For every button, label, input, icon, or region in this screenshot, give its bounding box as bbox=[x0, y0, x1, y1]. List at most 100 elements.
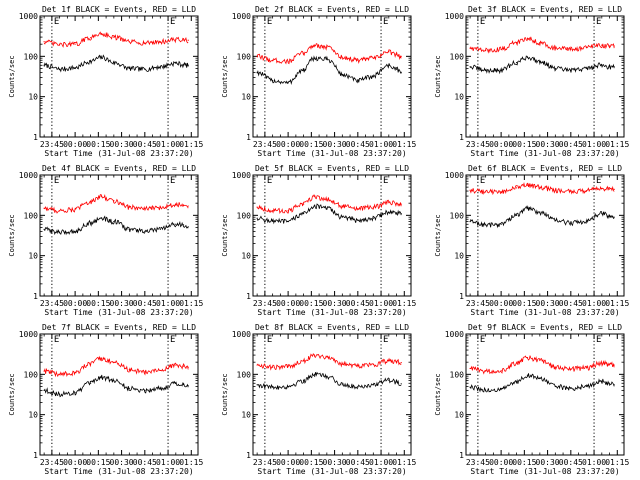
chart-panel: Det 6f BLACK = Events, RED = LLD Counts/s… bbox=[434, 164, 630, 317]
chart-title: Det 7f BLACK = Events, RED = LLD bbox=[42, 323, 196, 332]
events-series-line bbox=[256, 203, 402, 225]
x-tick-label: 23:45 bbox=[253, 458, 277, 467]
lld-data-point bbox=[113, 361, 115, 363]
events-data-point bbox=[585, 220, 587, 222]
events-data-point bbox=[128, 67, 130, 70]
chart-title: Det 3f BLACK = Events, RED = LLD bbox=[468, 5, 622, 14]
plot-frame bbox=[252, 333, 412, 456]
lld-data-point bbox=[485, 191, 487, 193]
x-tick-label: 01:00 bbox=[582, 140, 606, 149]
chart-panel: Det 5f BLACK = Events, RED = LLD Counts/s… bbox=[221, 164, 417, 317]
x-tick-label: 01:00 bbox=[369, 140, 393, 149]
lld-data-point bbox=[74, 43, 76, 45]
y-tick-label: 1 bbox=[459, 133, 464, 142]
lld-data-point bbox=[90, 200, 92, 203]
x-axis-label: Start Time (31-Jul-08 23:37:20) bbox=[44, 308, 193, 317]
x-tick-label: 00:15 bbox=[86, 140, 110, 149]
x-tick-label: 00:00 bbox=[276, 299, 300, 308]
events-data-point bbox=[303, 69, 305, 71]
lld-data-point bbox=[100, 357, 103, 359]
x-tick-label: 00:15 bbox=[299, 458, 323, 467]
y-tick-label: 100 bbox=[450, 52, 465, 61]
lld-data-point bbox=[287, 210, 289, 212]
y-tick-label: 1000 bbox=[232, 330, 251, 339]
events-series-line bbox=[257, 371, 402, 391]
events-data-point bbox=[59, 68, 61, 70]
events-data-point bbox=[500, 388, 502, 391]
events-data-point bbox=[516, 381, 518, 383]
events-data-point bbox=[182, 224, 185, 226]
lld-data-point bbox=[128, 206, 130, 208]
x-tick-label: 01:15 bbox=[392, 299, 416, 308]
events-data-point bbox=[395, 68, 398, 70]
plot-frame bbox=[465, 174, 625, 297]
plot-frame bbox=[252, 15, 412, 138]
x-tick-label: 23:45 bbox=[40, 140, 64, 149]
lld-data-point bbox=[326, 198, 328, 200]
lld-data-point bbox=[159, 369, 161, 372]
chart-panel: Det 1f BLACK = Events, RED = LLD Counts/s… bbox=[8, 5, 204, 158]
events-data-point bbox=[175, 62, 177, 64]
y-axis-label: Counts/sec bbox=[221, 373, 229, 415]
y-tick-label: 1000 bbox=[445, 171, 464, 180]
y-tick-label: 1 bbox=[246, 292, 251, 301]
lld-data-point bbox=[539, 359, 541, 362]
event-marker-label: E bbox=[267, 335, 272, 345]
x-tick-label: 23:45 bbox=[40, 458, 64, 467]
y-axis-label: Counts/sec bbox=[434, 214, 442, 256]
x-tick-label: 00:15 bbox=[512, 458, 536, 467]
y-tick-label: 100 bbox=[24, 211, 39, 220]
y-tick-label: 10 bbox=[454, 93, 464, 102]
x-tick-label: 00:15 bbox=[299, 140, 323, 149]
x-tick-label: 01:15 bbox=[392, 140, 416, 149]
x-tick-label: 01:15 bbox=[605, 458, 629, 467]
lld-data-point bbox=[144, 208, 146, 210]
events-data-point bbox=[187, 385, 189, 387]
events-data-point bbox=[74, 392, 76, 394]
lld-data-point bbox=[113, 36, 115, 38]
x-tick-label: 01:15 bbox=[605, 140, 629, 149]
chart-title: Det 8f BLACK = Events, RED = LLD bbox=[255, 323, 409, 332]
events-data-point bbox=[272, 386, 274, 388]
y-tick-label: 1 bbox=[246, 133, 251, 142]
lld-data-point bbox=[539, 186, 541, 188]
event-marker-label: E bbox=[596, 335, 601, 345]
x-tick-label: 23:45 bbox=[466, 299, 490, 308]
lld-data-point bbox=[400, 55, 402, 57]
lld-data-point bbox=[175, 203, 177, 205]
chart-title: Det 6f BLACK = Events, RED = LLD bbox=[468, 164, 622, 173]
chart-panel: Det 7f BLACK = Events, RED = LLD Counts/s… bbox=[8, 323, 204, 476]
events-data-point bbox=[395, 212, 398, 214]
y-tick-label: 100 bbox=[450, 211, 465, 220]
events-data-point bbox=[128, 228, 130, 230]
x-axis-label: Start Time (31-Jul-08 23:37:20) bbox=[470, 149, 619, 158]
lld-data-point bbox=[175, 364, 177, 366]
lld-data-point bbox=[341, 56, 343, 58]
lld-data-point bbox=[388, 51, 390, 53]
lld-data-point bbox=[388, 359, 390, 362]
event-marker-label: E bbox=[267, 17, 272, 27]
y-tick-label: 1000 bbox=[445, 330, 464, 339]
events-data-point bbox=[43, 228, 45, 230]
x-tick-label: 00:00 bbox=[276, 458, 300, 467]
lld-data-point bbox=[613, 188, 615, 190]
lld-data-point bbox=[357, 208, 359, 210]
lld-data-point bbox=[400, 362, 402, 364]
events-data-point bbox=[526, 374, 529, 376]
lld-series-line bbox=[256, 43, 402, 65]
lld-data-point bbox=[159, 207, 161, 209]
x-tick-label: 00:00 bbox=[63, 140, 87, 149]
events-data-point bbox=[159, 228, 161, 230]
events-data-point bbox=[256, 217, 258, 219]
x-tick-label: 00:30 bbox=[323, 299, 347, 308]
events-data-point bbox=[357, 219, 359, 221]
lld-data-point bbox=[90, 37, 92, 39]
chart-title: Det 2f BLACK = Events, RED = LLD bbox=[255, 5, 409, 14]
x-tick-label: 00:15 bbox=[512, 299, 536, 308]
lld-series-line bbox=[43, 31, 189, 48]
events-data-point bbox=[570, 387, 572, 389]
events-data-point bbox=[500, 223, 502, 225]
lld-data-point bbox=[341, 205, 343, 207]
events-data-point bbox=[388, 379, 390, 381]
chart-panel: Det 9f BLACK = Events, RED = LLD Counts/s… bbox=[434, 323, 630, 476]
